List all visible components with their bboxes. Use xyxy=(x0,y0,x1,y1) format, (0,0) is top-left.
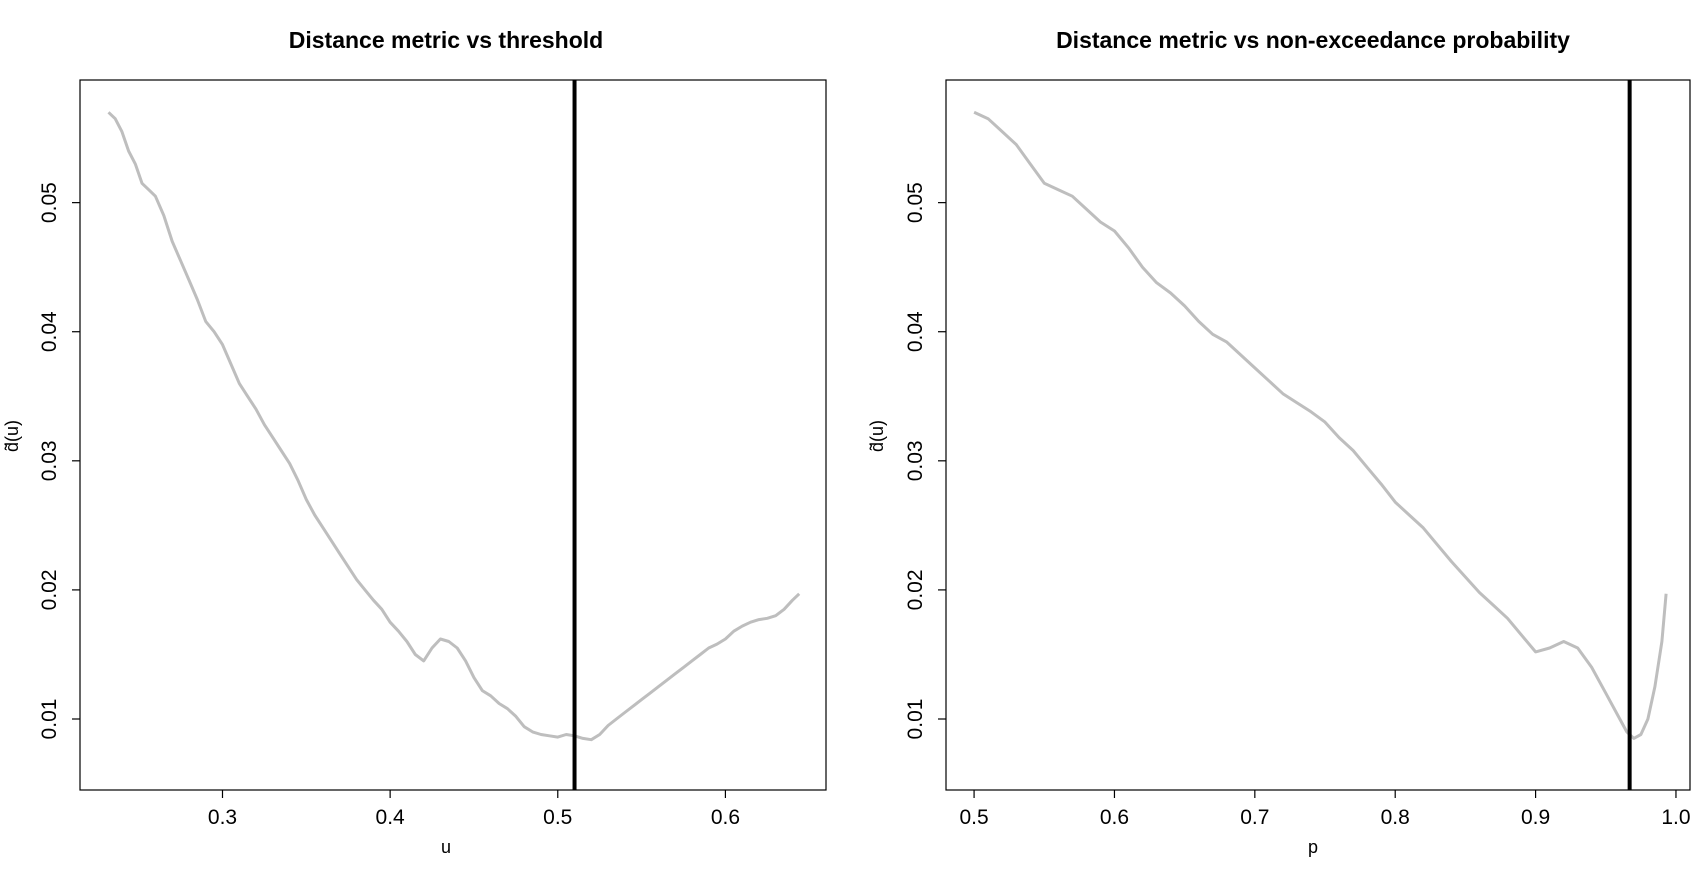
x-axis-label: u xyxy=(441,837,451,857)
y-tick-label: 0.04 xyxy=(904,311,927,352)
y-axis-label: d̃(u) xyxy=(867,420,887,452)
x-tick-label: 0.5 xyxy=(543,806,572,829)
x-tick-label: 0.4 xyxy=(376,806,406,829)
chart-title: Distance metric vs non-exceedance probab… xyxy=(1056,27,1570,53)
x-tick-label: 1.0 xyxy=(1661,806,1690,829)
x-tick-label: 0.8 xyxy=(1381,806,1410,829)
y-tick-label: 0.05 xyxy=(38,182,61,223)
plot-area: 0.5 0.6 0.7 0.8 0.9 1.0 0.01 0.02 0.03 0.04 0.05 xyxy=(904,79,1691,829)
y-tick-label: 0.02 xyxy=(904,569,927,610)
x-tick-label: 0.7 xyxy=(1240,806,1269,829)
x-tick-label: 0.5 xyxy=(959,806,988,829)
y-tick-label: 0.02 xyxy=(38,569,61,610)
y-tick-label: 0.05 xyxy=(904,182,927,223)
x-tick-label: 0.9 xyxy=(1521,806,1550,829)
y-tick-label: 0.03 xyxy=(904,440,927,481)
x-tick-label: 0.6 xyxy=(711,806,740,829)
y-axis-label: d̃(u) xyxy=(2,420,22,452)
plot-frame xyxy=(79,79,827,791)
y-tick-label: 0.01 xyxy=(904,699,927,740)
series-line xyxy=(107,111,801,742)
x-axis-label: p xyxy=(1308,837,1318,857)
chart-panel-probability: Distance metric vs non-exceedance probab… xyxy=(867,27,1691,857)
x-tick-label: 0.6 xyxy=(1100,806,1129,829)
series-line xyxy=(973,110,1668,740)
chart-panel-threshold: Distance metric vs threshold u d̃(u) 0.3… xyxy=(2,27,827,857)
x-tick-label: 0.3 xyxy=(208,806,237,829)
y-tick-label: 0.03 xyxy=(38,440,61,481)
y-tick-label: 0.01 xyxy=(38,699,61,740)
plot-frame xyxy=(945,79,1691,791)
y-tick-label: 0.04 xyxy=(38,311,61,352)
chart-title: Distance metric vs threshold xyxy=(289,27,603,53)
plot-area: 0.3 0.4 0.5 0.6 0.01 0.02 0.03 0.04 0.05 xyxy=(38,79,827,829)
